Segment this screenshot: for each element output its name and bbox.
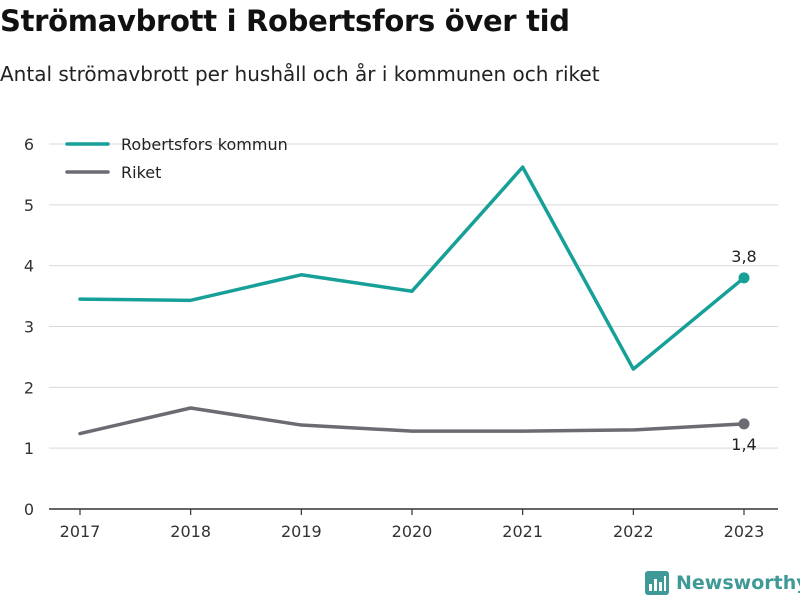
y-tick-label: 0 (24, 500, 34, 519)
legend-label-1: Riket (121, 163, 161, 182)
y-tick-label: 3 (24, 318, 34, 337)
x-tick-label: 2023 (724, 522, 765, 541)
x-tick-label: 2019 (281, 522, 322, 541)
series-end-point-0 (738, 272, 750, 284)
newsworthy-logo-text: Newsworthy (676, 572, 800, 594)
x-tick-label: 2021 (502, 522, 543, 541)
x-tick-label: 2018 (170, 522, 211, 541)
x-tick-label: 2022 (613, 522, 654, 541)
series-end-label-0: 3,8 (731, 247, 756, 266)
x-tick-label: 2017 (60, 522, 101, 541)
y-tick-label: 5 (24, 196, 34, 215)
y-tick-label: 1 (24, 439, 34, 458)
y-tick-label: 4 (24, 257, 34, 276)
series-line-0 (78, 165, 746, 371)
legend-label-0: Robertsfors kommun (121, 135, 288, 154)
chart-subtitle: Antal strömavbrott per hushåll och år i … (0, 62, 600, 86)
chart-title: Strömavbrott i Robertsfors över tid (0, 4, 570, 38)
series-end-label-1: 1,4 (731, 435, 756, 454)
series-line-1 (78, 406, 746, 436)
series-end-point-1 (738, 418, 750, 430)
newsworthy-logo-icon (645, 571, 669, 595)
y-tick-label: 6 (24, 135, 34, 154)
x-tick-label: 2020 (392, 522, 433, 541)
y-tick-label: 2 (24, 378, 34, 397)
newsworthy-logo: Newsworthy (644, 570, 800, 596)
